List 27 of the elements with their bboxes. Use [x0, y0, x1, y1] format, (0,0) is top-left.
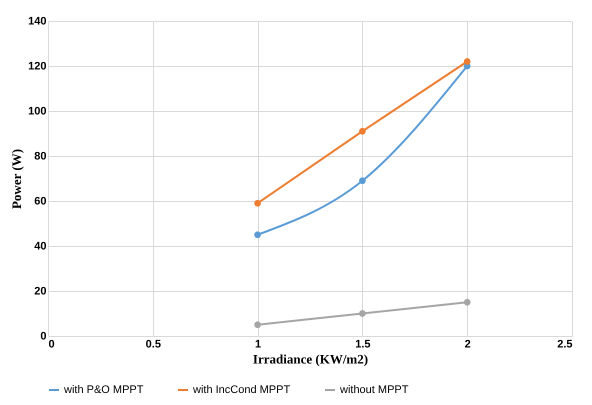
y-tick-label: 0 [40, 330, 46, 342]
legend-label: with IncCond MPPT [192, 384, 290, 396]
y-tick-label: 40 [34, 240, 46, 252]
y-tick-label: 100 [28, 106, 46, 118]
x-tick-label: 2.5 [557, 338, 572, 350]
y-tick-label: 120 [28, 60, 46, 72]
legend-label: without MPPT [339, 384, 409, 396]
y-tick-label: 140 [28, 16, 46, 28]
y-tick-label: 60 [34, 196, 46, 208]
x-tick-label: 1 [255, 338, 262, 350]
point [464, 58, 471, 65]
y-axis-title: Power (W) [9, 148, 24, 210]
x-tick-label: 0 [48, 338, 55, 350]
point [359, 128, 366, 135]
point [254, 321, 261, 328]
y-tick-label: 80 [34, 150, 46, 162]
x-tick-label: 2 [464, 338, 471, 350]
point [254, 200, 261, 207]
point [359, 177, 366, 184]
point [359, 310, 366, 317]
x-axis-title: Irradiance (KW/m2) [252, 352, 368, 366]
x-tick-label: 0.5 [146, 338, 161, 350]
point [464, 298, 471, 306]
legend-label: with P&O MPPT [63, 384, 144, 396]
y-tick-label: 20 [34, 286, 46, 298]
x-tick-label: 1.5 [355, 338, 371, 350]
point [254, 231, 261, 238]
